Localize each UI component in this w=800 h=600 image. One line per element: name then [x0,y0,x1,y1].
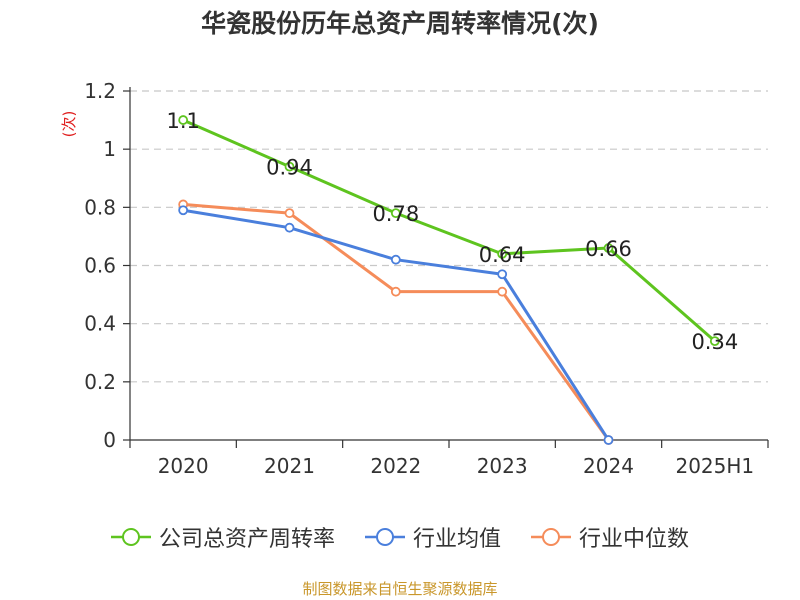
series-line-0 [182,118,716,343]
legend-item[interactable]: 行业中位数 [531,521,689,553]
series-1-point [178,205,189,216]
x-tick-label: 2023 [477,454,528,478]
x-tick-label: 2025H1 [675,454,754,478]
data-label: 0.78 [372,202,419,226]
series-1-point [390,254,401,265]
legend: 公司总资产周转率 行业均值 行业中位数 [0,519,800,555]
data-label: 0.94 [266,156,313,180]
y-tick-label: 0.6 [84,254,116,278]
series-2-point [497,286,508,297]
data-label: 0.66 [585,237,632,261]
data-label: 0.34 [691,330,738,354]
chart-title: 华瓷股份历年总资产周转率情况(次) [201,9,599,38]
legend-item[interactable]: 公司总资产周转率 [110,521,335,553]
legend-swatch [110,528,151,546]
legend-label: 公司总资产周转率 [158,527,335,552]
series-line-1 [182,208,610,441]
series-0-point [390,208,401,219]
legend-swatch-marker [542,528,560,546]
series-1-point [603,435,614,445]
y-tick-label: 1.2 [84,79,116,103]
x-tick-label: 2021 [264,454,315,478]
legend-swatch-marker [121,528,140,546]
y-axis-label: (次) [60,111,78,138]
series-1-point [497,269,508,280]
y-tick-label: 0.2 [84,370,116,394]
series-0-point [497,248,508,259]
y-tick-label: 0.8 [84,195,116,219]
legend-swatch [364,528,405,546]
data-label: 0.64 [479,243,526,267]
data-label: 1.1 [166,109,199,133]
series-line-2 [183,202,610,441]
series-2-point [284,208,295,219]
x-tick-label: 2020 [158,454,209,478]
series-0-point [603,243,614,253]
series-0-point [178,115,189,125]
series-0-point [709,336,720,347]
legend-item[interactable]: 行业均值 [364,521,501,553]
y-tick-label: 1 [103,137,116,161]
legend-label: 行业中位数 [579,527,690,552]
series-1-point [284,222,295,233]
y-tick-label: 0.4 [84,312,116,336]
series-2-point [390,286,401,297]
legend-swatch-marker [375,528,394,546]
legend-swatch [531,528,571,546]
series-0-point [284,161,295,172]
x-tick-label: 2024 [583,454,634,478]
y-tick-label: 0 [103,428,116,452]
x-tick-label: 2022 [370,454,421,478]
source-note: 制图数据来自恒生聚源数据库 [302,580,498,598]
legend-label: 行业均值 [412,527,501,552]
